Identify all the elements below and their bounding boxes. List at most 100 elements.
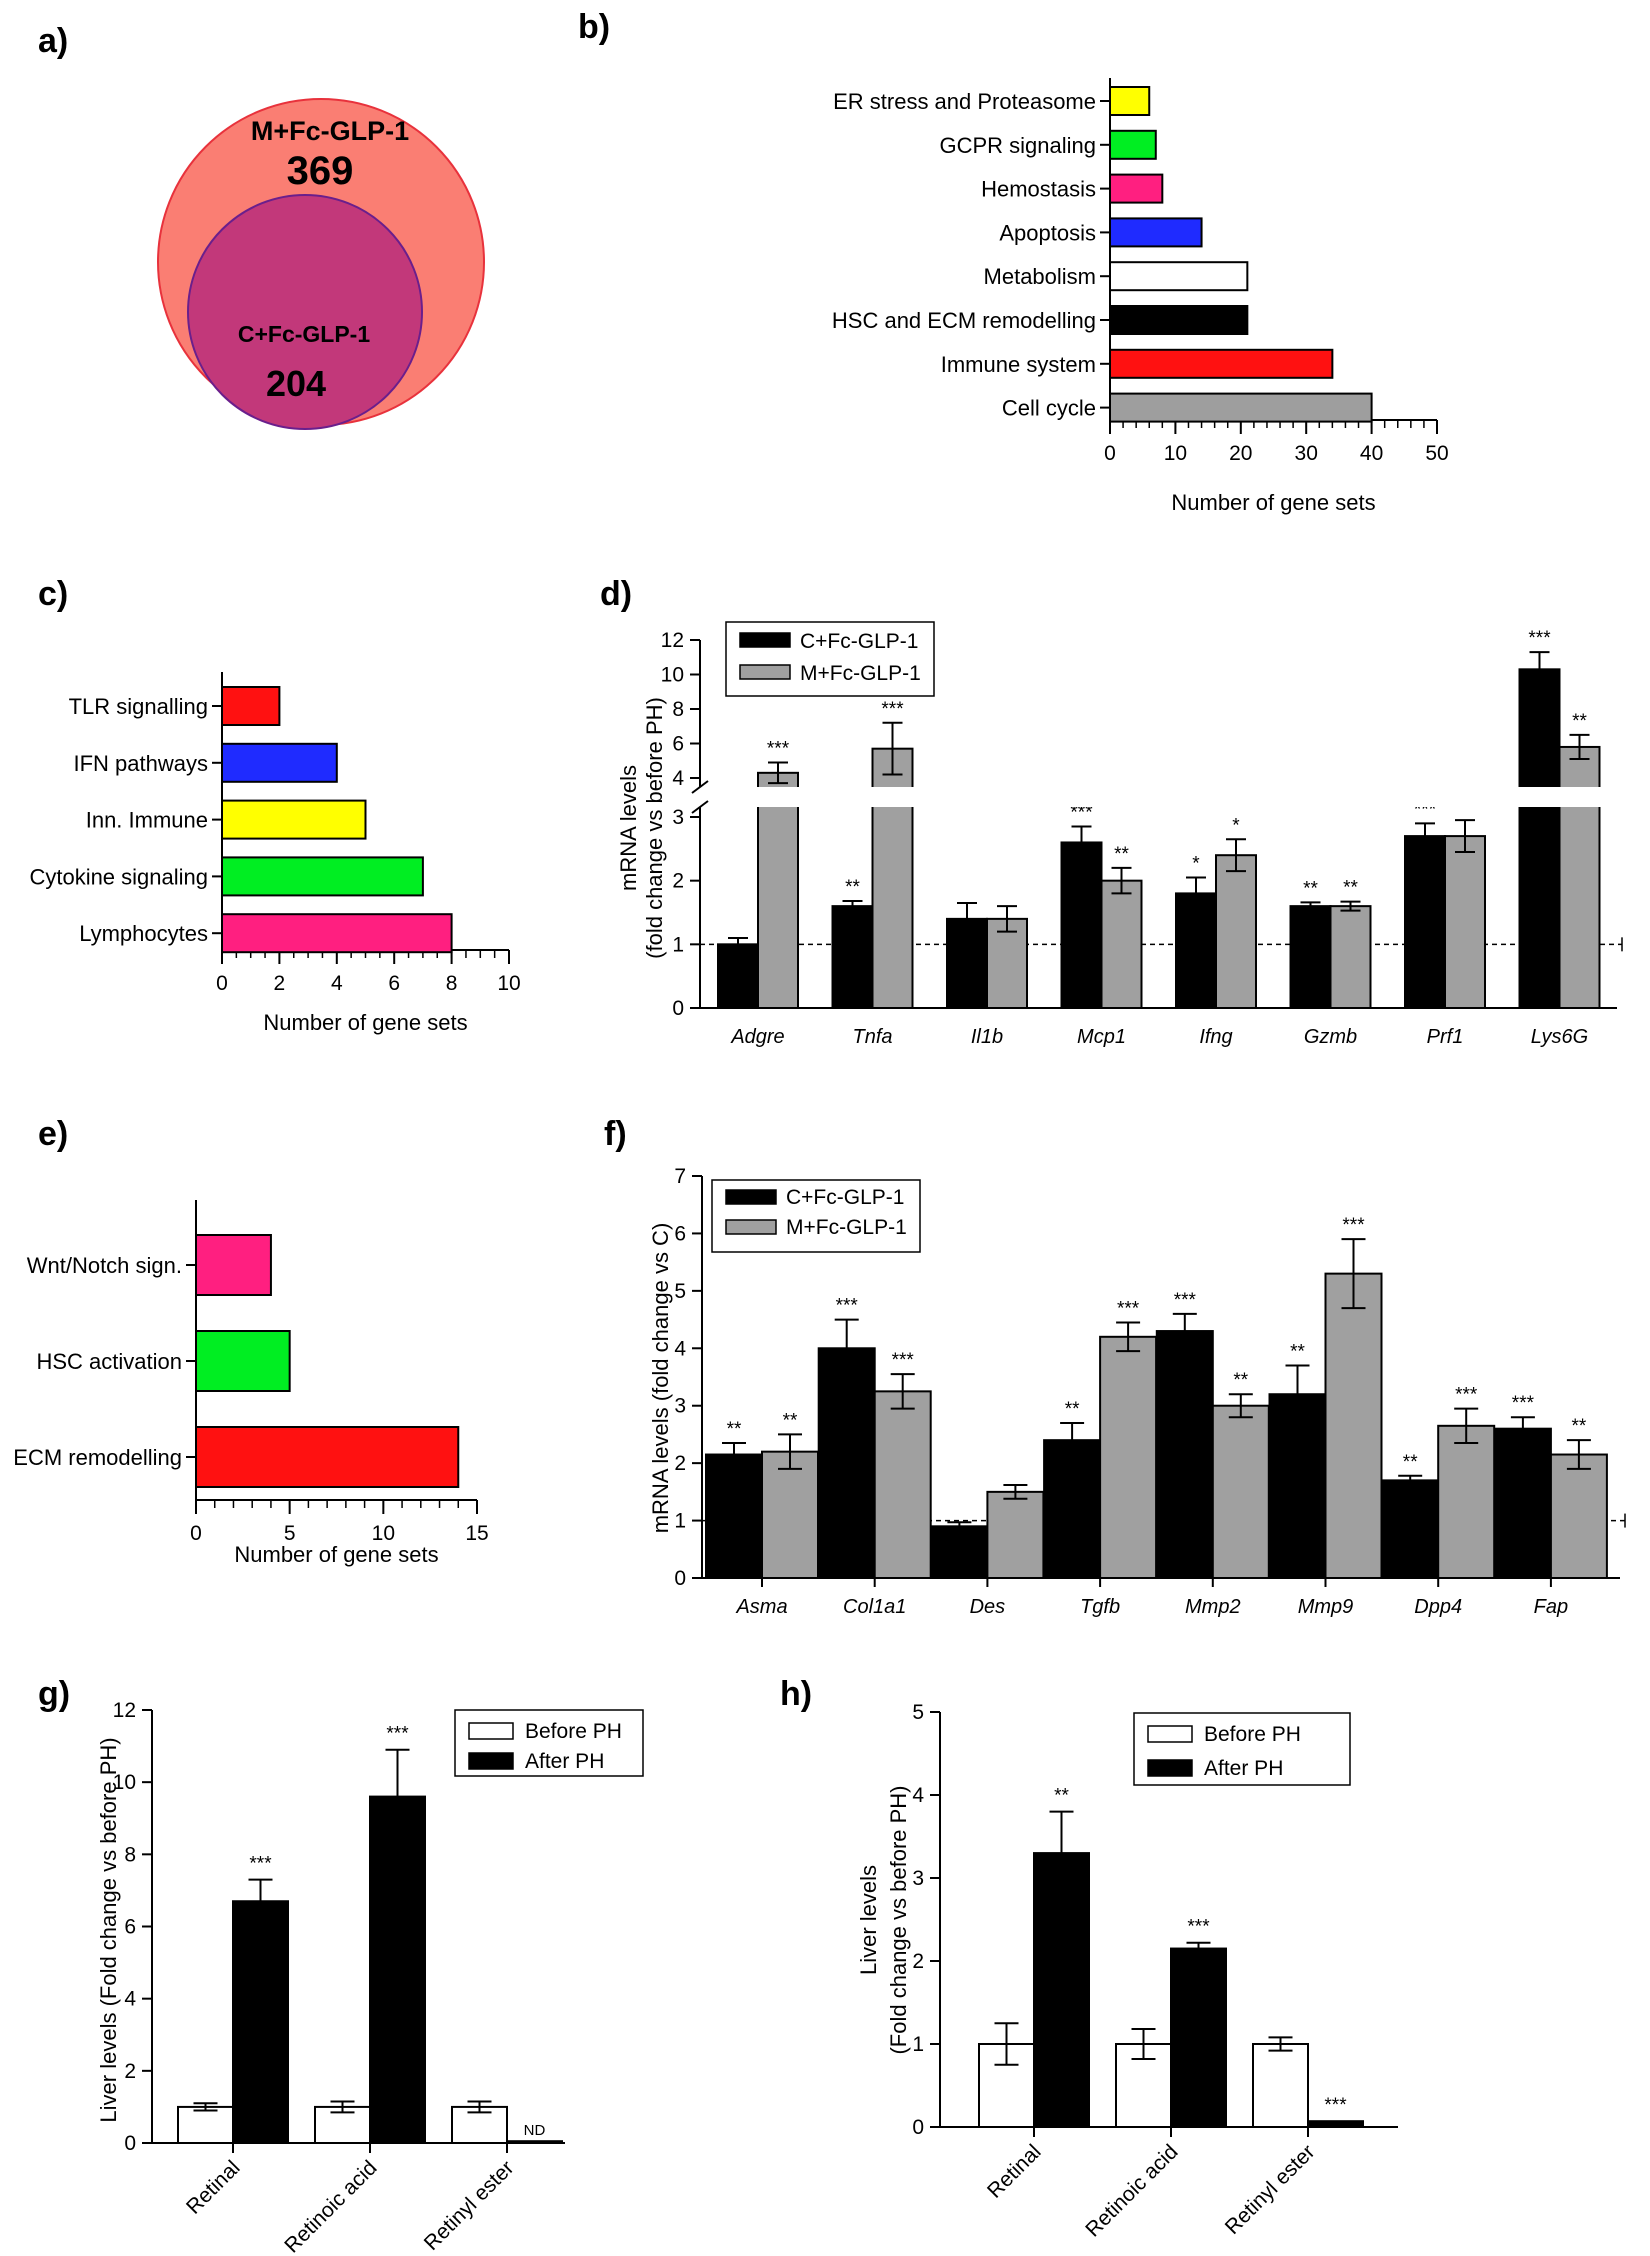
- y-tick-label: 4: [674, 1337, 686, 1360]
- bar-mmp9-c: [1268, 1393, 1327, 1579]
- x-category-label: Retinyl ester: [1221, 2140, 1320, 2239]
- x-category-label: Retinal: [182, 2156, 244, 2218]
- bar-tgfb-m: [1099, 1335, 1158, 1580]
- y-tick-label: 2: [912, 1950, 924, 1973]
- y-axis-title-line1: mRNA levels: [616, 765, 641, 891]
- significance-label: **: [1303, 878, 1318, 899]
- y-tick-label: 4: [124, 1988, 136, 2011]
- x-category-label: Gzmb: [1304, 1026, 1357, 1048]
- y-category-label: Metabolism: [984, 264, 1096, 289]
- y-tick-label: 0: [672, 997, 684, 1020]
- x-tick-label: 10: [372, 1522, 395, 1545]
- x-tick-label: 15: [465, 1522, 488, 1545]
- bar-col1a1-c: [817, 1347, 876, 1580]
- legend-swatch: [468, 1722, 514, 1740]
- y-tick-label: 2: [674, 1452, 686, 1475]
- x-category-label: Des: [970, 1596, 1006, 1618]
- bar-retinoic-acid-after: [1170, 1947, 1227, 2129]
- x-category-label: Retinoic acid: [1081, 2140, 1182, 2241]
- bar-retinyl-ester-before: [1252, 2043, 1309, 2128]
- y-tick-label: 8: [124, 1843, 136, 1866]
- x-tick-label: 6: [388, 972, 400, 995]
- bar-adgre-c: [717, 943, 759, 1009]
- panel-label-b: b): [578, 8, 610, 46]
- bar-ifng-m: [1215, 854, 1257, 1010]
- chart-f: ** **Asma******Col1a1 Des*****Tgfb*****Mmp…: [648, 1165, 1626, 1618]
- panel-label-f: f): [604, 1115, 627, 1153]
- y-axis-title: mRNA levels (fold change vs C): [648, 1223, 673, 1534]
- y-category-label: IFN pathways: [74, 751, 209, 776]
- legend-label: C+Fc-GLP-1: [800, 630, 918, 653]
- significance-label: *: [1232, 815, 1240, 836]
- legend-label: Before PH: [525, 1720, 622, 1743]
- bar-dpp4-c: [1381, 1479, 1440, 1580]
- legend-swatch: [1147, 1725, 1193, 1743]
- bar-des-m: [986, 1490, 1045, 1580]
- legend-label: After PH: [1204, 1757, 1283, 1780]
- bar-adgre-m: [757, 771, 799, 1010]
- x-category-label: Mmp2: [1185, 1596, 1241, 1618]
- y-tick-label: 10: [113, 1771, 136, 1794]
- bar-gzmb-c: [1289, 905, 1332, 1010]
- significance-label: ***: [767, 738, 790, 759]
- legend-label: M+Fc-GLP-1: [786, 1216, 907, 1239]
- y-tick-label: 12: [113, 1699, 136, 1722]
- venn-diagram: M+Fc-GLP-1 369 C+Fc-GLP-1 204: [157, 98, 485, 430]
- bar-cell-cycle: [1109, 392, 1373, 423]
- x-tick-label: 30: [1295, 442, 1318, 465]
- y-tick-label: 12: [661, 629, 684, 652]
- y-tick-label: 10: [661, 664, 684, 687]
- bar-ecm-remodelling: [195, 1426, 460, 1488]
- bar-col1a1-m: [873, 1390, 932, 1580]
- x-category-label: Ifng: [1199, 1026, 1232, 1048]
- venn-inner-count: 204: [266, 363, 326, 404]
- venn-outer-label: M+Fc-GLP-1: [251, 116, 409, 146]
- y-tick-label: 5: [912, 1701, 924, 1724]
- x-tick-label: 5: [284, 1522, 296, 1545]
- legend-label: Before PH: [1204, 1723, 1301, 1746]
- significance-label: ***: [1342, 1215, 1365, 1236]
- bar-inn-immune: [221, 799, 367, 840]
- chart-b: 0 10 20 30 40 50 ER stress and Proteasome GCPR …: [832, 78, 1449, 515]
- bar-apoptosis: [1109, 217, 1203, 248]
- significance-label: ND: [524, 2122, 546, 2139]
- bar-mcp1-c: [1060, 841, 1103, 1010]
- bar-tnfa-c: [831, 905, 874, 1010]
- bar-tgfb-c: [1043, 1439, 1102, 1579]
- significance-label: ***: [881, 699, 904, 720]
- significance-label: **: [1343, 878, 1358, 899]
- bar-hemostasis: [1109, 173, 1164, 204]
- significance-label: ***: [1117, 1298, 1140, 1319]
- x-category-label: Mmp9: [1298, 1596, 1354, 1618]
- y-tick-label: 2: [124, 2060, 136, 2083]
- significance-label: **: [845, 877, 860, 898]
- bar-prf1-m: [1444, 835, 1486, 1009]
- y-tick-label: 3: [672, 806, 684, 829]
- bar-retinoic-acid-after: [369, 1795, 426, 2144]
- y-tick-label: 2: [672, 870, 684, 893]
- bar-asma-c: [705, 1453, 763, 1579]
- x-tick-label: 40: [1360, 442, 1383, 465]
- bar-prf1-c: [1404, 835, 1446, 1009]
- legend-swatch: [739, 632, 791, 648]
- chart-c: 0 2 4 6 8 10 TLR signalling IFN pathways Inn. Im…: [29, 672, 521, 1035]
- bar-fap-m: [1549, 1453, 1608, 1579]
- bar-tlr-signalling: [221, 686, 281, 726]
- bar-gzmb-m: [1329, 905, 1372, 1010]
- y-tick-label: 1: [672, 933, 684, 956]
- x-category-label: Tnfa: [852, 1026, 892, 1048]
- x-category-label: Retinal: [983, 2140, 1045, 2202]
- x-category-label: Il1b: [971, 1026, 1003, 1048]
- bar-hsc-and-ecm-remodelling: [1109, 305, 1249, 335]
- significance-label: ***: [1512, 1393, 1535, 1414]
- x-category-label: Mcp1: [1077, 1026, 1126, 1048]
- y-category-label: GCPR signaling: [939, 133, 1096, 158]
- x-category-label: Retinoic acid: [280, 2156, 381, 2256]
- significance-label: **: [1114, 844, 1129, 865]
- x-tick-label: 0: [216, 972, 228, 995]
- axis-break-mark: [691, 780, 709, 814]
- significance-label: ***: [836, 1296, 859, 1317]
- significance-label: **: [727, 1419, 742, 1440]
- y-axis-title-line2: (fold change vs before PH): [642, 697, 667, 959]
